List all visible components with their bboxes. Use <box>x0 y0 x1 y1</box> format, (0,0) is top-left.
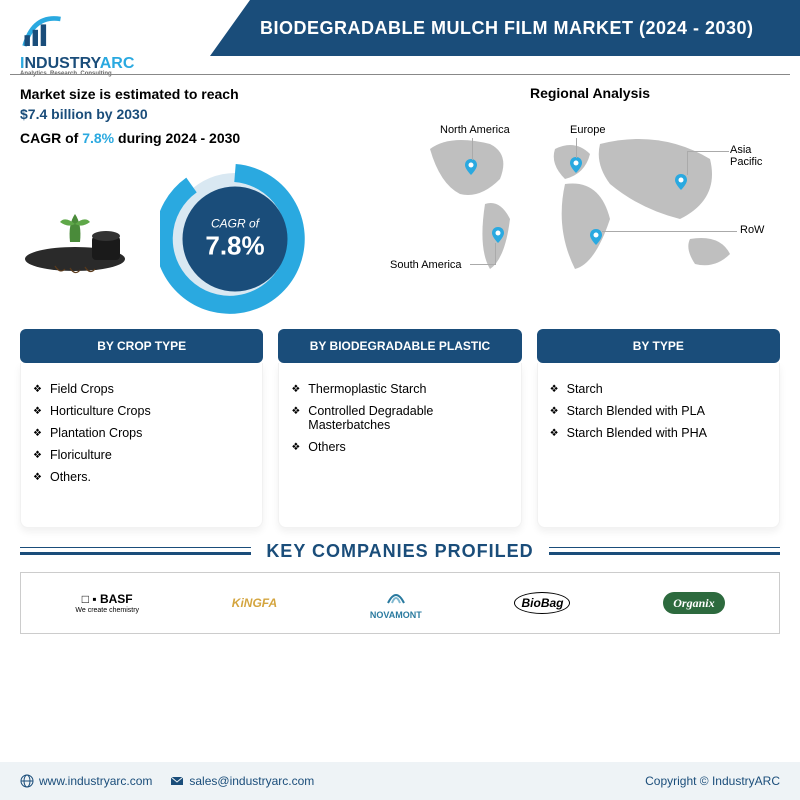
list-item: Floriculture <box>33 444 250 466</box>
map-pin-icon <box>465 159 477 175</box>
list-item: Thermoplastic Starch <box>291 378 508 400</box>
mulch-film-illustration <box>20 194 140 284</box>
region-eu: Europe <box>570 124 605 136</box>
world-map: North America Europe AsiaPacific RoW Sou… <box>400 109 780 299</box>
region-ap: AsiaPacific <box>730 144 762 168</box>
list-item: Starch <box>550 378 767 400</box>
donut-label-value: 7.8% <box>205 231 264 262</box>
footer-email[interactable]: sales@industryarc.com <box>170 774 314 788</box>
card-header: BY BIODEGRADABLE PLASTIC <box>278 329 521 363</box>
card-header: BY CROP TYPE <box>20 329 263 363</box>
card-crop-type: BY CROP TYPE Field Crops Horticulture Cr… <box>20 329 263 528</box>
list-item: Horticulture Crops <box>33 400 250 422</box>
logo-main: NDUSTRY <box>24 55 99 72</box>
cagr-donut-chart: CAGR of 7.8% <box>160 164 310 314</box>
key-companies-title: KEY COMPANIES PROFILED <box>251 541 548 562</box>
map-pin-icon <box>590 229 602 245</box>
region-sa: South America <box>390 259 462 271</box>
list-item: Controlled Degradable Masterbatches <box>291 400 508 436</box>
card-biodegradable-plastic: BY BIODEGRADABLE PLASTIC Thermoplastic S… <box>278 329 521 528</box>
donut-label-small: CAGR of <box>205 217 264 231</box>
footer-copyright: Copyright © IndustryARC <box>645 774 780 788</box>
map-pin-icon <box>570 157 582 173</box>
regional-title: Regional Analysis <box>400 85 780 101</box>
company-organix: Organix <box>663 596 724 611</box>
footer: www.industryarc.com sales@industryarc.co… <box>0 762 800 800</box>
header: INDUSTRYARC Analytics. Research. Consult… <box>0 0 800 70</box>
card-header: BY TYPE <box>537 329 780 363</box>
key-companies-section: KEY COMPANIES PROFILED □ ▪ BASF We creat… <box>0 533 800 639</box>
overview-section: Market size is estimated to reach $7.4 b… <box>0 70 800 319</box>
logo-suffix: ARC <box>100 55 135 72</box>
company-logo: INDUSTRYARC Analytics. Research. Consult… <box>20 10 160 77</box>
company-kingfa: KiNGFA <box>232 596 277 610</box>
list-item: Field Crops <box>33 378 250 400</box>
region-row: RoW <box>740 224 764 236</box>
footer-website[interactable]: www.industryarc.com <box>20 774 152 788</box>
mail-icon <box>170 774 184 788</box>
companies-row: □ ▪ BASF We create chemistry KiNGFA NOVA… <box>20 572 780 634</box>
divider <box>10 74 790 75</box>
list-item: Others. <box>33 466 250 488</box>
company-basf: □ ▪ BASF We create chemistry <box>75 592 139 614</box>
title-bar: BIODEGRADABLE MULCH FILM MARKET (2024 - … <box>210 0 800 56</box>
list-item: Starch Blended with PLA <box>550 400 767 422</box>
region-na: North America <box>440 124 510 136</box>
globe-icon <box>20 774 34 788</box>
company-novamont: NOVAMONT <box>370 585 422 621</box>
market-size-text: Market size is estimated to reach $7.4 b… <box>20 85 400 124</box>
list-item: Starch Blended with PHA <box>550 422 767 444</box>
list-item: Plantation Crops <box>33 422 250 444</box>
page-title: BIODEGRADABLE MULCH FILM MARKET (2024 - … <box>260 18 754 39</box>
list-item: Others <box>291 436 508 458</box>
map-pin-icon <box>675 174 687 190</box>
cagr-text: CAGR of 7.8% during 2024 - 2030 <box>20 130 400 146</box>
map-pin-icon <box>492 227 504 243</box>
card-type: BY TYPE Starch Starch Blended with PLA S… <box>537 329 780 528</box>
segment-cards: BY CROP TYPE Field Crops Horticulture Cr… <box>0 319 800 533</box>
company-biobag: BioBag <box>514 592 570 614</box>
